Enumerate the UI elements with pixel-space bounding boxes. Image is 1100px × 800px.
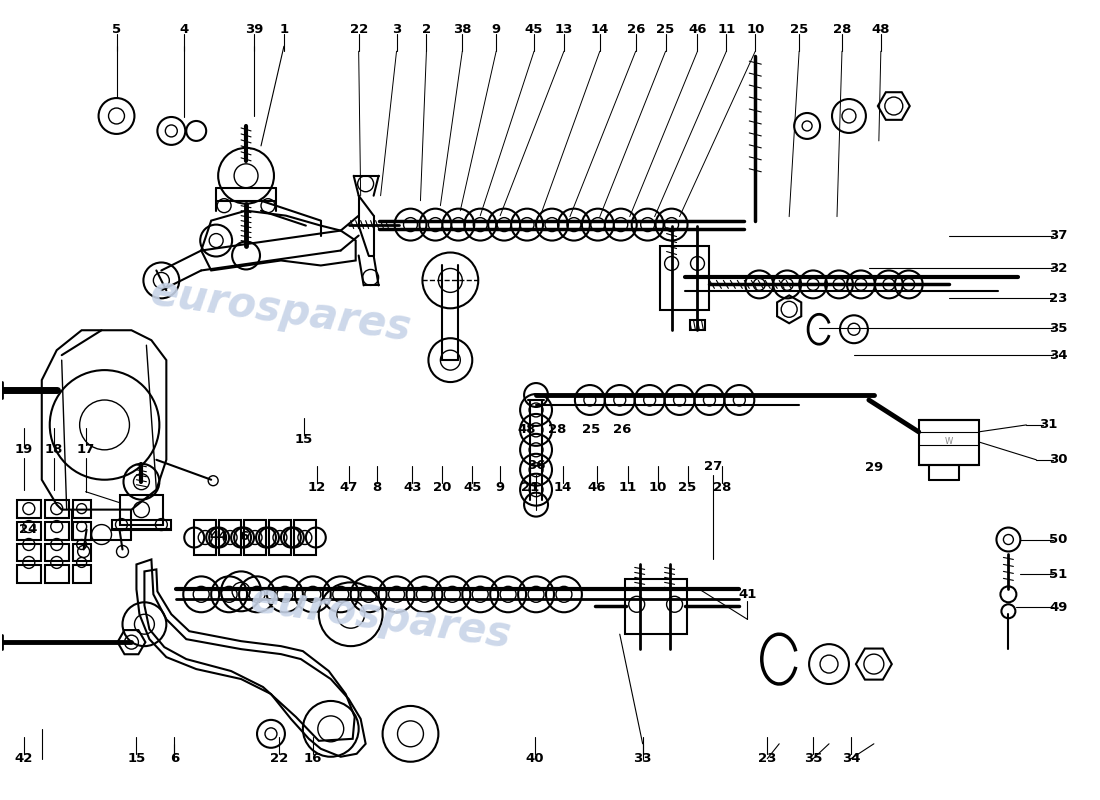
Text: 23: 23	[758, 752, 777, 766]
Text: eurospares: eurospares	[147, 271, 414, 350]
Text: 38: 38	[453, 22, 472, 36]
Text: 24: 24	[19, 523, 37, 536]
Text: 28: 28	[833, 22, 851, 36]
Bar	[120, 494, 163, 525]
Bar	[195, 519, 217, 555]
Bar	[45, 543, 68, 562]
Bar	[660, 246, 710, 310]
Text: 48: 48	[871, 22, 890, 36]
Text: 51: 51	[1049, 568, 1067, 581]
Text: 11: 11	[618, 481, 637, 494]
Text: 12: 12	[308, 481, 326, 494]
Text: 37: 37	[1049, 229, 1067, 242]
Text: 28: 28	[713, 481, 732, 494]
Text: 10: 10	[648, 481, 667, 494]
Text: 9: 9	[492, 22, 500, 36]
Text: 31: 31	[1040, 418, 1057, 431]
Text: 28: 28	[548, 423, 566, 436]
Text: 6: 6	[240, 530, 249, 543]
Text: 20: 20	[433, 481, 452, 494]
Text: 42: 42	[14, 752, 33, 766]
Text: 47: 47	[340, 481, 358, 494]
Text: 22: 22	[350, 22, 367, 36]
Text: 26: 26	[613, 423, 631, 436]
Text: 46: 46	[689, 22, 706, 36]
Bar	[244, 519, 266, 555]
Text: 34: 34	[842, 752, 860, 766]
Text: 9: 9	[496, 481, 505, 494]
Bar	[690, 320, 705, 330]
Text: W: W	[945, 438, 953, 446]
Text: 25: 25	[657, 22, 674, 36]
Text: 40: 40	[526, 752, 544, 766]
Bar	[45, 500, 68, 518]
Text: 43: 43	[404, 481, 421, 494]
Text: 2: 2	[422, 22, 431, 36]
Text: 23: 23	[1049, 292, 1067, 305]
Text: 18: 18	[44, 443, 63, 456]
Text: 50: 50	[1049, 533, 1067, 546]
Bar	[270, 519, 290, 555]
Text: 33: 33	[634, 752, 652, 766]
Text: 22: 22	[270, 752, 288, 766]
Text: 45: 45	[525, 22, 543, 36]
Bar	[111, 519, 172, 530]
Bar	[918, 420, 979, 465]
Text: 25: 25	[679, 481, 696, 494]
Text: 41: 41	[738, 588, 757, 601]
Text: 26: 26	[627, 22, 645, 36]
Bar	[45, 522, 68, 539]
Bar	[73, 566, 90, 583]
Text: 30: 30	[1049, 454, 1067, 466]
Bar	[219, 519, 241, 555]
Text: 35: 35	[804, 752, 823, 766]
Bar	[73, 500, 90, 518]
Text: 4: 4	[179, 22, 189, 36]
Bar	[73, 543, 90, 562]
Text: 16: 16	[304, 752, 322, 766]
Bar	[625, 579, 686, 634]
Text: 6: 6	[169, 752, 179, 766]
Bar	[16, 500, 41, 518]
Bar	[16, 566, 41, 583]
Text: 27: 27	[704, 460, 723, 474]
Bar	[16, 522, 41, 539]
Text: 5: 5	[112, 22, 121, 36]
Text: 14: 14	[553, 481, 572, 494]
Text: eurospares: eurospares	[248, 578, 514, 656]
Text: 19: 19	[14, 443, 33, 456]
Text: 8: 8	[372, 481, 382, 494]
Text: 34: 34	[1049, 349, 1067, 362]
Text: 29: 29	[865, 462, 883, 474]
Text: 25: 25	[582, 423, 600, 436]
Text: 25: 25	[790, 22, 808, 36]
Text: 17: 17	[77, 443, 95, 456]
Text: 14: 14	[591, 22, 609, 36]
Text: 44: 44	[210, 530, 229, 543]
Text: 46: 46	[587, 481, 606, 494]
Text: 49: 49	[1049, 601, 1067, 614]
Bar	[294, 519, 316, 555]
Text: 36: 36	[527, 459, 546, 472]
Text: 21: 21	[521, 481, 539, 494]
Bar	[45, 566, 68, 583]
Text: 48: 48	[518, 423, 537, 436]
Text: 45: 45	[463, 481, 482, 494]
Text: 13: 13	[554, 22, 573, 36]
Text: 11: 11	[717, 22, 736, 36]
Text: 1: 1	[279, 22, 288, 36]
Bar	[73, 522, 90, 539]
Text: 15: 15	[128, 752, 145, 766]
Text: 10: 10	[746, 22, 764, 36]
Bar	[16, 543, 41, 562]
Text: 15: 15	[295, 434, 313, 446]
Text: 35: 35	[1049, 322, 1067, 334]
Text: 39: 39	[245, 22, 263, 36]
Text: 3: 3	[392, 22, 402, 36]
Text: 32: 32	[1049, 262, 1067, 275]
